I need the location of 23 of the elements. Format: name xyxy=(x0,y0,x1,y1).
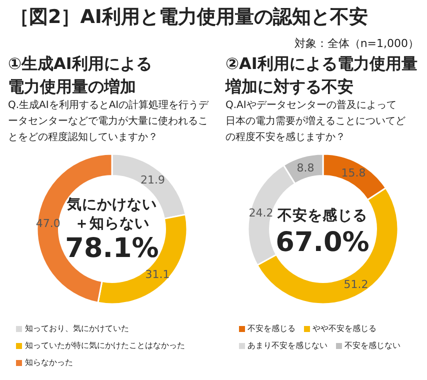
data-label: 8.8 xyxy=(296,161,314,174)
legend-label: 不安を感じる xyxy=(248,323,296,335)
chart-title: ②AI利用による電力使用量増加に対する不安 xyxy=(226,53,418,98)
data-label: 51.2 xyxy=(343,278,368,291)
legend-label: 不安を感じない xyxy=(344,340,400,352)
text: 対象：全体（n=1,000） xyxy=(294,36,419,51)
data-label: 24.2 xyxy=(248,206,273,220)
text: 気にかけない＋知らない xyxy=(66,196,158,234)
chart-subtitle: Q.AIやデータセンターの普及によって日本の電力需要が増えることについてどの程度不安を感じますか？ xyxy=(226,98,406,145)
chart-title: ①生成AI利用による電力使用量の増加 xyxy=(8,53,153,98)
data-label: 31.1 xyxy=(145,268,170,282)
text: 78.1% xyxy=(64,233,160,264)
data-label: 15.8 xyxy=(340,166,366,180)
legend-label: 知っており、気にかけていた xyxy=(25,323,129,335)
legend-label: あまり不安を感じない xyxy=(248,340,328,352)
text: 67.0% xyxy=(274,227,370,258)
text: ［図2］AI利用と電力使用量の認知と不安 xyxy=(10,5,368,30)
legend-label: 知っていたが特に気にかけたことはなかった xyxy=(25,340,185,352)
data-label: 21.9 xyxy=(140,173,165,186)
legend-label: 知らなかった xyxy=(25,357,73,369)
chart-subtitle: Q.生成AIを利用するとAIの計算処理を行うデータセンターなどで電力が大量に使われることをどの程度認知していますか？ xyxy=(8,98,210,145)
legend-label: やや不安を感じる xyxy=(312,323,376,335)
text: 不安を感じる xyxy=(276,207,368,226)
